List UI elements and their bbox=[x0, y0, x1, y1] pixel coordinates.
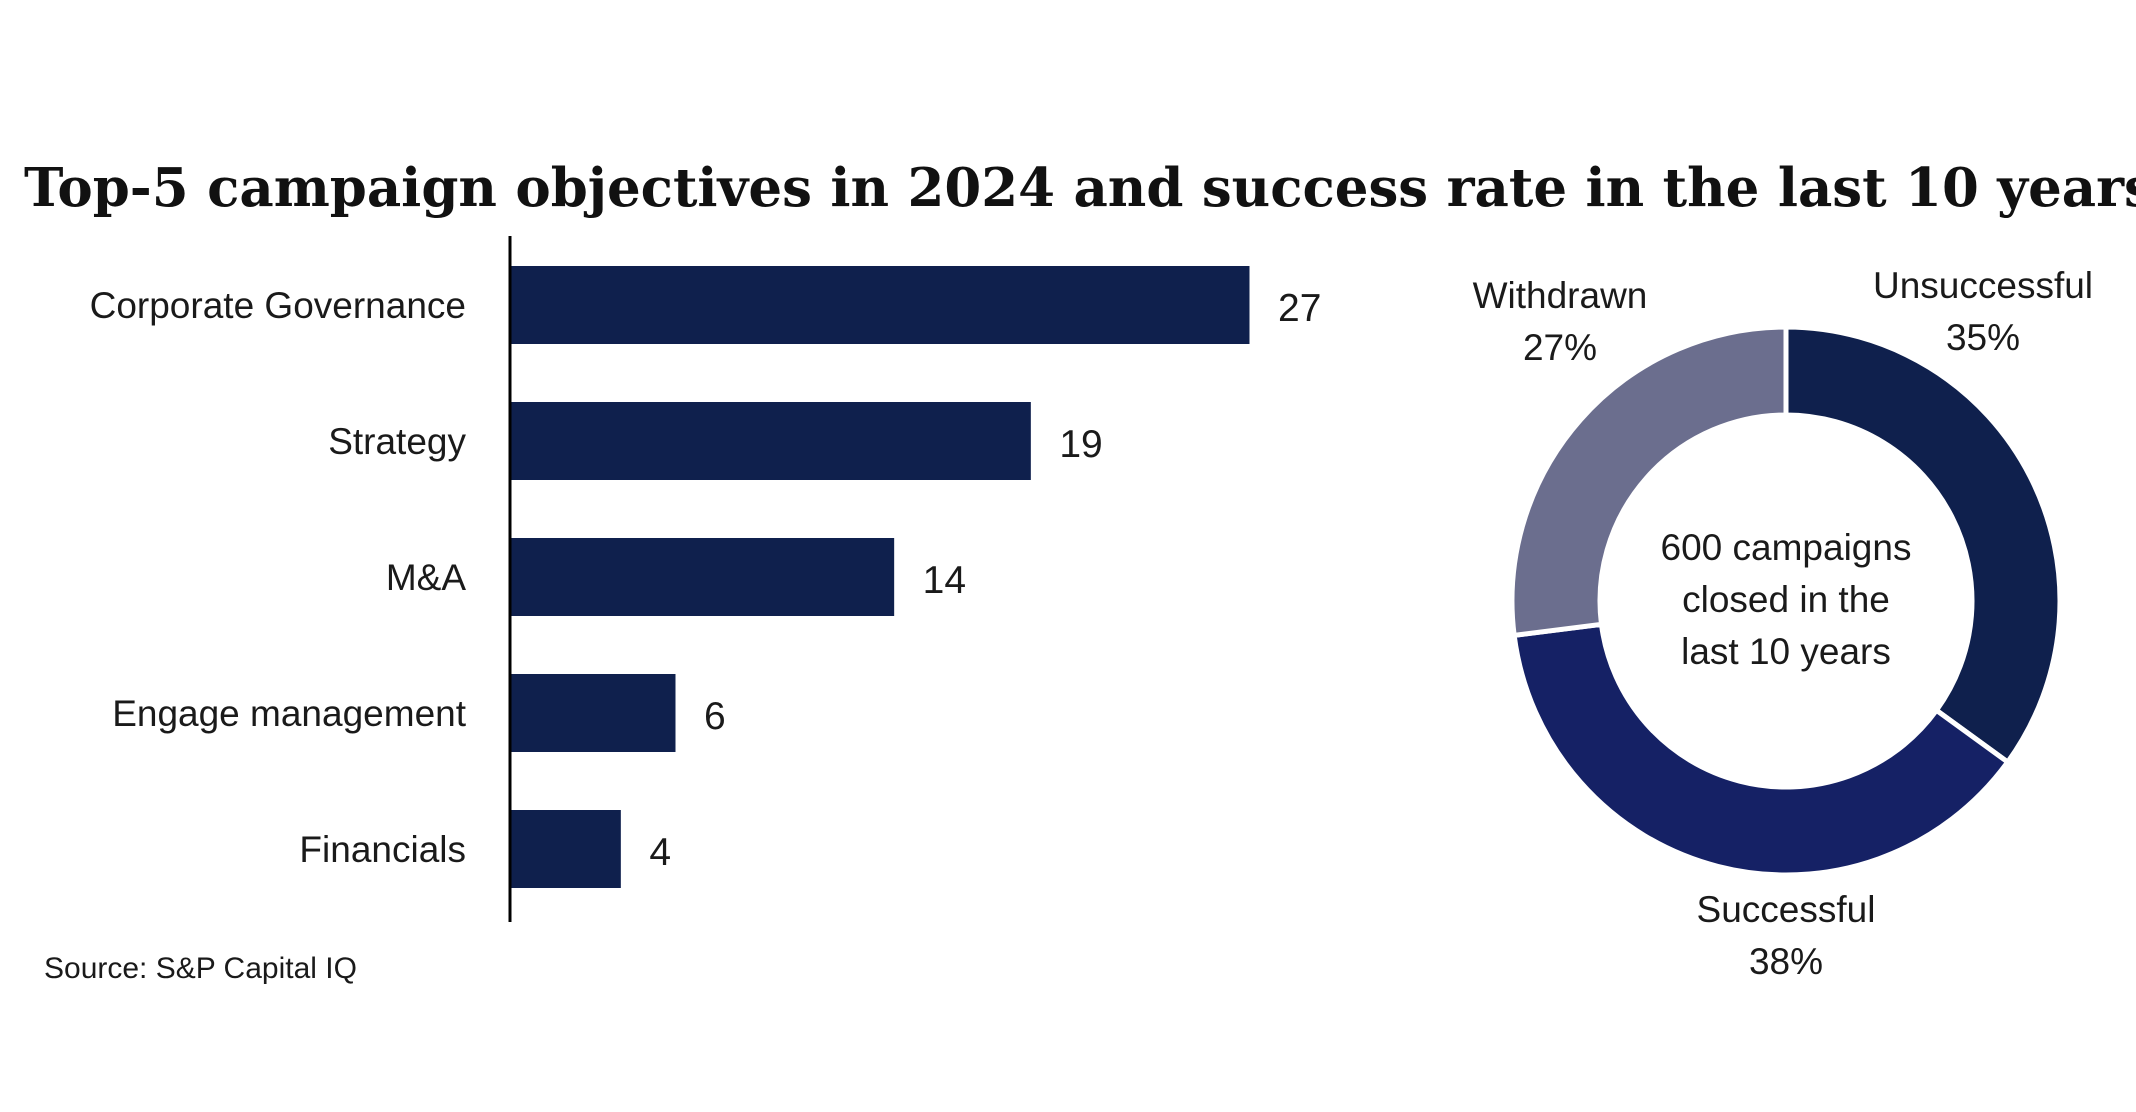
donut-center-label-line-2: closed in the bbox=[1682, 579, 1890, 620]
donut-chart: Unsuccessful 35% Successful 38% Withdrawn 27%… bbox=[1473, 265, 2093, 982]
donut-slice-unsuccessful bbox=[1783, 324, 2063, 766]
donut-pct-unsuccessful: 35% bbox=[1946, 317, 2020, 358]
bar-value-label: 6 bbox=[704, 695, 726, 738]
bar-category-label: Corporate Governance bbox=[90, 285, 466, 326]
donut-label-successful: Successful bbox=[1697, 889, 1876, 930]
bar-value-label: 19 bbox=[1059, 423, 1102, 466]
bar-chart: Corporate Governance 27 Strategy 19 M&A 14 Eng… bbox=[90, 236, 1321, 922]
bar-strategy bbox=[511, 402, 1031, 480]
donut-center-label-line-3: last 10 years bbox=[1681, 631, 1891, 672]
donut-slice-withdrawn bbox=[1509, 324, 1789, 639]
bar-category-label: Engage management bbox=[112, 693, 467, 734]
chart-title: Top-5 campaign objectives in 2024 and su… bbox=[24, 157, 2136, 219]
bar-engage-management bbox=[511, 674, 676, 752]
donut-label-withdrawn: Withdrawn bbox=[1473, 275, 1648, 316]
bar-value-label: 4 bbox=[649, 831, 671, 874]
source-note: Source: S&P Capital IQ bbox=[44, 952, 357, 985]
bar-category-label: Strategy bbox=[328, 421, 466, 462]
bar-manda bbox=[511, 538, 895, 616]
donut-slice-successful bbox=[1511, 621, 2012, 878]
bar-category-label: M&A bbox=[386, 557, 467, 598]
bar-value-label: 14 bbox=[923, 559, 966, 602]
donut-pct-withdrawn: 27% bbox=[1523, 327, 1597, 368]
bar-corporate-governance bbox=[511, 266, 1250, 344]
donut-pct-successful: 38% bbox=[1749, 941, 1823, 982]
donut-center-label-line-1: 600 campaigns bbox=[1661, 527, 1912, 568]
donut-label-unsuccessful: Unsuccessful bbox=[1873, 265, 2093, 306]
bar-financials bbox=[511, 810, 621, 888]
bar-value-label: 27 bbox=[1278, 287, 1321, 330]
bar-category-label: Financials bbox=[299, 829, 466, 870]
